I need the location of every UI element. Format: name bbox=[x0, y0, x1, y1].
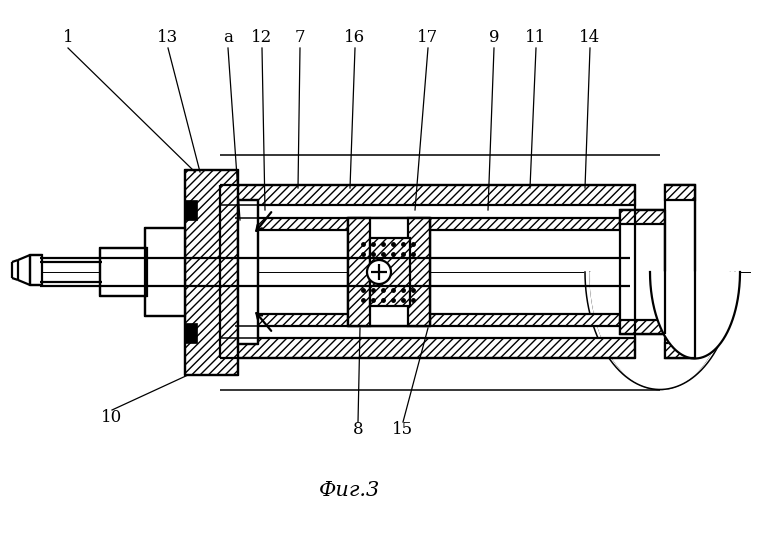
Bar bbox=[235, 218, 620, 230]
Bar bbox=[238, 200, 258, 344]
Bar bbox=[235, 314, 620, 326]
Bar bbox=[665, 185, 695, 358]
Bar bbox=[665, 343, 695, 358]
Bar bbox=[370, 238, 410, 306]
Circle shape bbox=[367, 260, 391, 284]
Text: 7: 7 bbox=[295, 29, 305, 46]
Bar bbox=[408, 218, 430, 326]
Bar bbox=[220, 185, 635, 205]
Bar bbox=[348, 218, 430, 326]
Text: 13: 13 bbox=[158, 29, 179, 46]
Text: 1: 1 bbox=[62, 29, 73, 46]
Text: 15: 15 bbox=[392, 422, 413, 439]
Bar bbox=[620, 210, 665, 334]
Text: a: a bbox=[223, 29, 233, 46]
Text: 14: 14 bbox=[580, 29, 601, 46]
Bar bbox=[620, 210, 665, 224]
Bar bbox=[185, 323, 197, 343]
Text: 16: 16 bbox=[345, 29, 366, 46]
Bar bbox=[185, 200, 197, 220]
Text: 9: 9 bbox=[489, 29, 499, 46]
Polygon shape bbox=[585, 272, 735, 390]
Text: 12: 12 bbox=[251, 29, 273, 46]
Bar bbox=[185, 170, 238, 375]
Bar bbox=[620, 320, 665, 334]
Text: Фиг.3: Фиг.3 bbox=[319, 481, 381, 499]
Bar bbox=[100, 248, 147, 296]
Polygon shape bbox=[590, 272, 730, 390]
Text: 11: 11 bbox=[526, 29, 547, 46]
Text: 8: 8 bbox=[353, 422, 363, 439]
Text: 17: 17 bbox=[417, 29, 438, 46]
Polygon shape bbox=[650, 272, 740, 359]
Bar bbox=[30, 255, 42, 285]
Bar bbox=[665, 185, 695, 200]
Text: 10: 10 bbox=[101, 409, 122, 426]
Bar bbox=[348, 218, 370, 326]
Bar bbox=[145, 228, 185, 316]
Bar bbox=[220, 338, 635, 358]
